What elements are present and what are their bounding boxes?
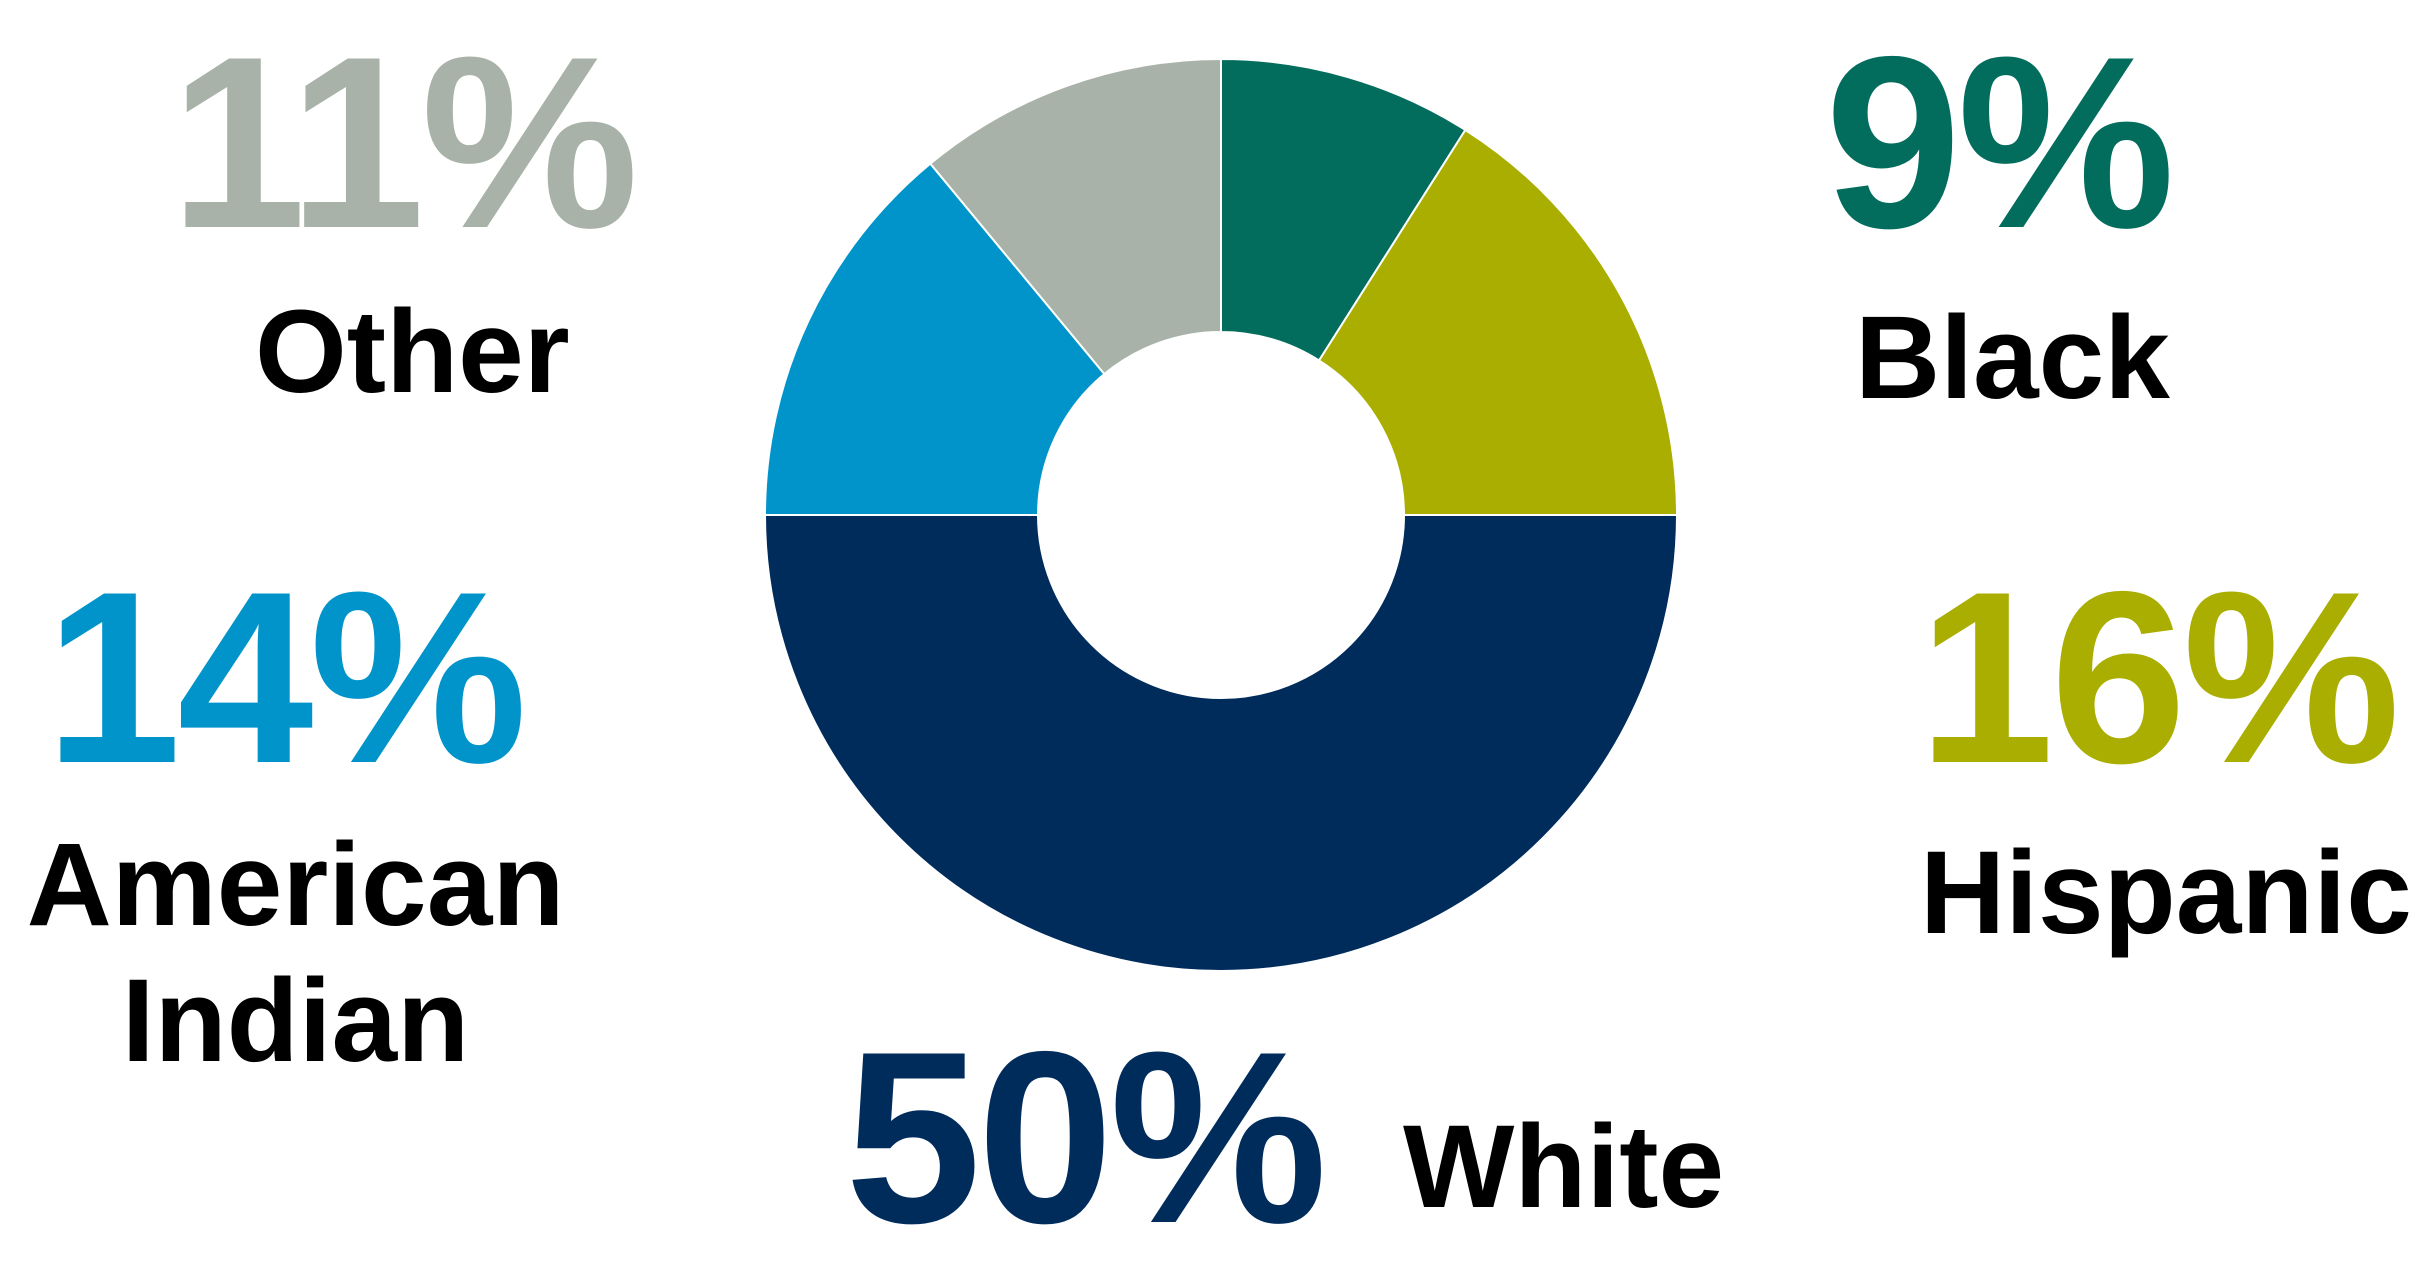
- black-category-label: Black: [1855, 292, 2170, 424]
- donut-slice-black: [1220, 57, 1467, 362]
- donut-slice-other: [928, 57, 1222, 376]
- donut-slice-white: [763, 514, 1679, 972]
- white-category-label: White: [1403, 1101, 1725, 1233]
- hispanic-category-label: Hispanic: [1920, 827, 2412, 959]
- american-indian-line1: American: [26, 819, 565, 951]
- other-category-label: Other: [255, 286, 570, 418]
- american-indian-category-label: American Indian: [18, 818, 573, 1089]
- hispanic-percent-label: 16%: [1918, 540, 2400, 814]
- donut-slice-hispanic: [1317, 128, 1679, 516]
- donut-slice-american-indian: [763, 162, 1106, 516]
- black-percent-label: 9%: [1825, 5, 2175, 279]
- white-percent-label: 50%: [845, 1000, 1327, 1274]
- other-percent-label: 11%: [170, 5, 639, 279]
- american-indian-percent-label: 14%: [45, 540, 527, 814]
- american-indian-line2: Indian: [121, 954, 470, 1087]
